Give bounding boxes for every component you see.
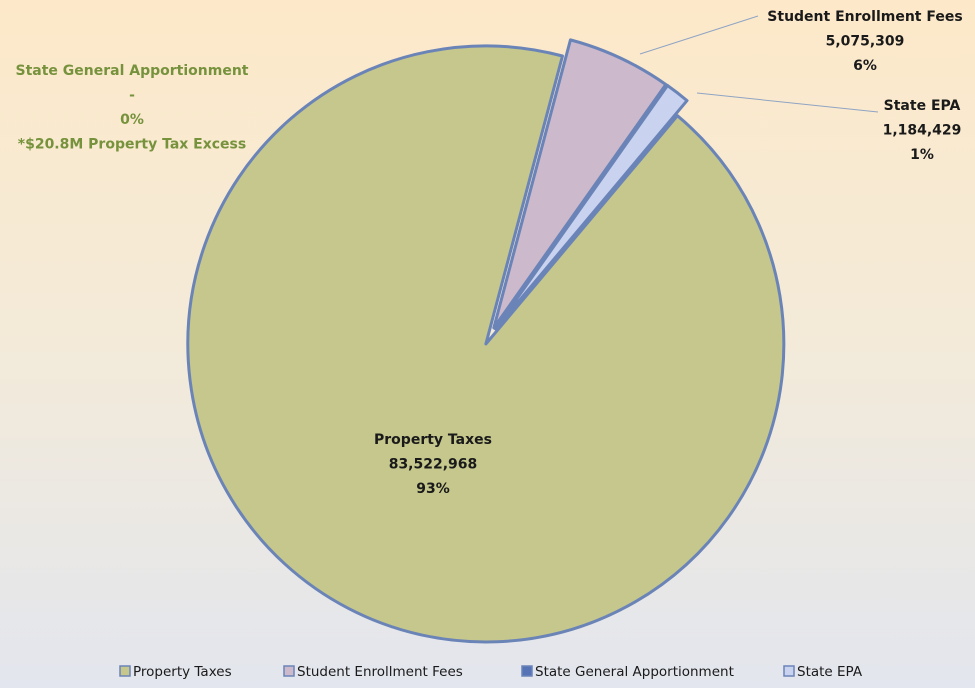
legend-swatch xyxy=(521,665,533,677)
legend-label: State EPA xyxy=(797,664,863,680)
legend-swatch xyxy=(119,665,131,677)
data-label: 0% xyxy=(120,112,144,128)
pie-slice xyxy=(186,44,786,644)
pie-slice xyxy=(493,84,689,331)
legend-label: Student Enrollment Fees xyxy=(297,664,463,680)
pie-slice xyxy=(492,38,668,330)
leader-line xyxy=(639,15,759,55)
legend-swatch xyxy=(283,665,295,677)
legend-label: State General Apportionment xyxy=(535,664,734,680)
leader-line xyxy=(696,92,879,113)
data-label: State EPA xyxy=(884,98,961,114)
data-label: 1% xyxy=(910,147,934,163)
data-label: Student Enrollment Fees xyxy=(767,9,962,25)
legend-swatch xyxy=(783,665,795,677)
legend-label: Property Taxes xyxy=(133,664,232,680)
data-label: 6% xyxy=(853,58,877,74)
data-label: 5,075,309 xyxy=(826,34,905,50)
data-label: - xyxy=(129,88,135,104)
data-label: 1,184,429 xyxy=(883,123,962,139)
data-label: Property Taxes xyxy=(374,432,492,448)
data-label: 93% xyxy=(416,481,450,497)
data-label: State General Apportionment xyxy=(16,63,249,79)
data-label: *$20.8M Property Tax Excess xyxy=(18,137,246,153)
data-label: 83,522,968 xyxy=(389,457,478,473)
